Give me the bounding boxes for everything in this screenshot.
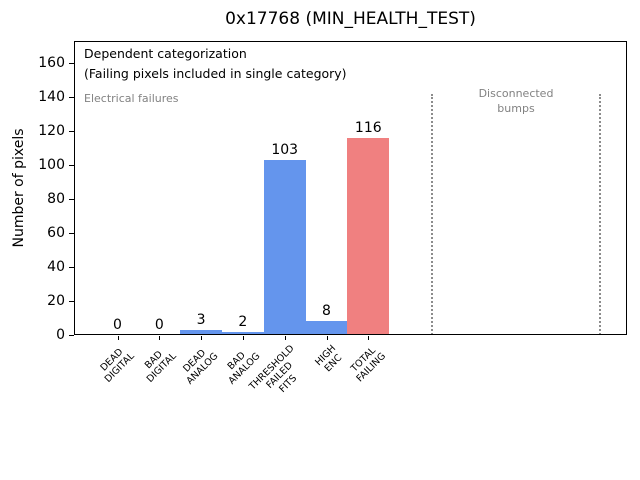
- y-tick: [69, 198, 74, 200]
- bar-value-label: 0: [113, 317, 122, 333]
- bar-value-label: 0: [154, 317, 164, 333]
- x-tick: [368, 336, 370, 340]
- y-tick-label: 100: [38, 157, 65, 173]
- y-tick: [69, 334, 74, 336]
- y-tick-label: 160: [38, 55, 65, 71]
- x-tick-label: DEAD ANALOG: [181, 347, 221, 388]
- y-tick-label: 120: [38, 123, 65, 139]
- bar-total-failing: [347, 137, 390, 335]
- y-tick: [69, 300, 74, 302]
- y-tick-label: 40: [47, 259, 65, 275]
- bar-value-label: 2: [238, 313, 248, 330]
- x-tick: [326, 336, 328, 340]
- x-tick: [159, 336, 161, 340]
- bar-threshold-failed-fits: [263, 159, 306, 335]
- y-tick-label: 0: [56, 327, 65, 343]
- x-tick-label: HIGH ENC: [313, 343, 345, 375]
- section-separator-line: [598, 93, 601, 335]
- y-tick: [69, 164, 74, 166]
- categorization-note-line1: Dependent categorization: [84, 46, 247, 61]
- bar-high-enc: [305, 321, 348, 335]
- bar-value-label: 103: [271, 141, 299, 158]
- bar-value-label: 8: [322, 303, 331, 320]
- y-tick: [69, 232, 74, 234]
- x-tick-label: DEAD DIGITAL: [98, 346, 138, 386]
- x-tick-label: BAD DIGITAL: [142, 348, 180, 386]
- electrical-failures-section-label: Electrical failures: [84, 92, 179, 105]
- bar-value-label: 3: [196, 311, 206, 328]
- x-tick: [284, 336, 286, 340]
- y-tick-label: 60: [47, 225, 65, 241]
- categorization-note-line2: (Failing pixels included in single categ…: [84, 66, 347, 81]
- chart-title: 0x17768 (MIN_HEALTH_TEST): [225, 9, 476, 29]
- bar-dead-analog: [180, 329, 222, 335]
- y-tick-label: 20: [47, 293, 65, 309]
- y-tick-label: 80: [47, 191, 65, 207]
- x-tick-label: TOTAL FAILING: [348, 345, 389, 385]
- bar-value-label: 116: [354, 119, 382, 136]
- y-tick: [69, 96, 74, 98]
- bar-bad-analog: [222, 331, 264, 335]
- disconnected-bumps-section-label: Disconnected bumps: [478, 87, 554, 115]
- x-tick: [201, 336, 203, 340]
- y-tick: [69, 62, 74, 64]
- x-tick: [242, 336, 244, 340]
- y-tick-label: 140: [38, 89, 65, 105]
- y-tick: [69, 130, 74, 132]
- section-separator-line: [430, 93, 433, 335]
- y-tick: [69, 266, 74, 268]
- x-tick: [117, 336, 119, 340]
